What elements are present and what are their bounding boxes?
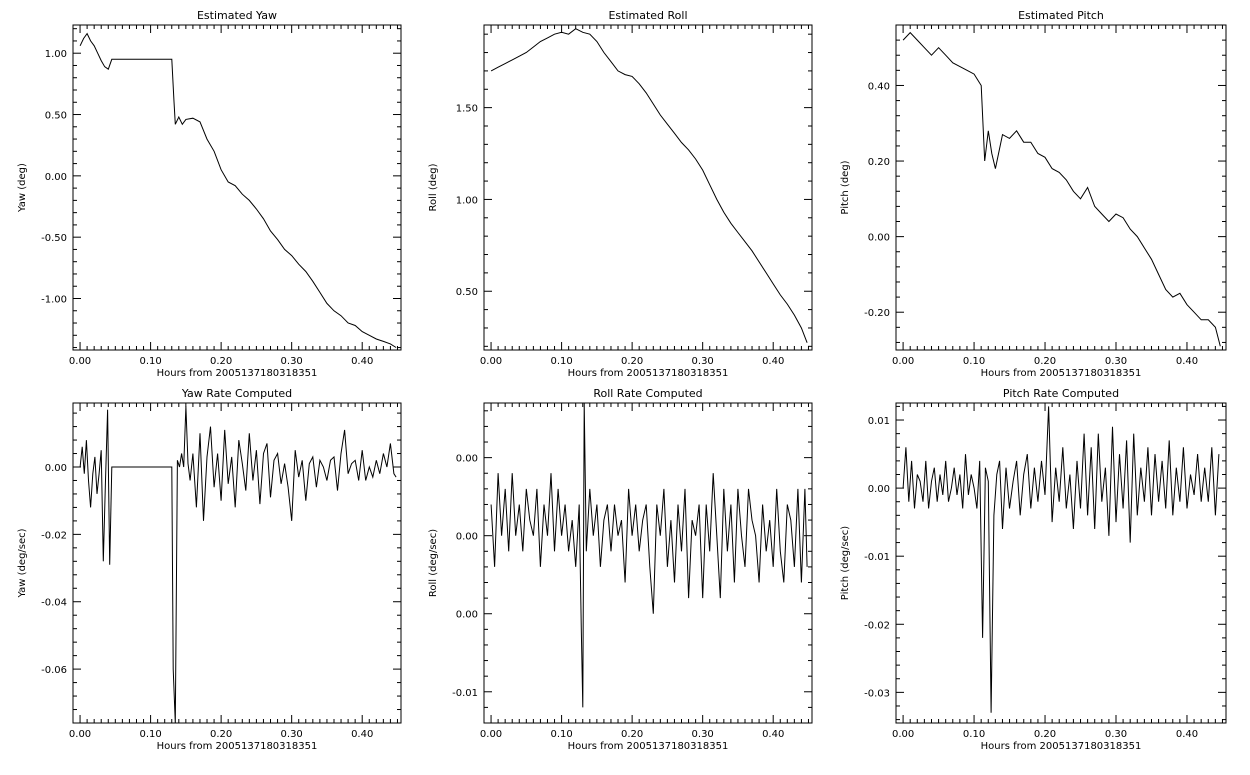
- y-axis-label: Pitch (deg): [840, 160, 851, 214]
- x-tick-label: 0.30: [692, 356, 714, 367]
- y-tick-label: -0.20: [864, 308, 890, 319]
- x-tick-label: 0.20: [210, 356, 232, 367]
- y-tick-label: 0.00: [868, 233, 890, 244]
- x-tick-label: 0.20: [621, 729, 643, 740]
- y-tick-label: -0.03: [864, 688, 890, 699]
- x-axis-label: Hours from 2005137180318351: [981, 741, 1142, 752]
- x-tick-label: 0.20: [1034, 729, 1056, 740]
- chart-title: Roll Rate Computed: [593, 387, 702, 400]
- series-line-1: [79, 406, 397, 724]
- y-tick-label: 0.00: [45, 463, 67, 474]
- chart-panel-1: Estimated Yaw Hours from 2005137180318351…: [17, 9, 402, 379]
- plot-frame: [895, 402, 1227, 724]
- series-line-1: [902, 31, 1221, 347]
- series-line-1: [79, 32, 397, 348]
- series-line-1: [902, 406, 1220, 713]
- x-axis-label: Hours from 2005137180318351: [981, 368, 1142, 379]
- y-tick-label: 0.00: [456, 454, 478, 465]
- x-tick-label: 0.10: [139, 729, 161, 740]
- x-axis-label: Hours from 2005137180318351: [157, 741, 318, 752]
- y-tick-label: 0.00: [868, 484, 890, 495]
- x-tick-label: 0.10: [139, 356, 161, 367]
- chart-panel-2: Estimated Roll Hours from 200513718031835…: [428, 9, 813, 379]
- y-axis-label: Yaw (deg): [17, 163, 28, 213]
- x-axis-label: Hours from 2005137180318351: [568, 368, 729, 379]
- x-tick-label: 0.00: [892, 729, 914, 740]
- x-axis-label: Hours from 2005137180318351: [568, 741, 729, 752]
- series-line-1: [490, 402, 808, 708]
- y-tick-label: 1.00: [456, 195, 478, 206]
- x-tick-label: 0.40: [762, 356, 784, 367]
- series-line-1: [490, 28, 808, 343]
- y-axis-label: Roll (deg): [428, 163, 439, 211]
- x-tick-label: 0.40: [1176, 729, 1198, 740]
- y-tick-label: -0.02: [41, 530, 67, 541]
- x-tick-label: 0.20: [1034, 356, 1056, 367]
- chart-title: Estimated Pitch: [1018, 9, 1104, 22]
- x-tick-label: 0.20: [621, 356, 643, 367]
- y-axis-label: Yaw (deg/sec): [17, 528, 28, 598]
- plot-frame: [72, 24, 402, 351]
- y-tick-label: -0.02: [864, 620, 890, 631]
- x-tick-label: 0.30: [281, 729, 303, 740]
- y-tick-label: -0.06: [41, 665, 67, 676]
- x-axis-label: Hours from 2005137180318351: [157, 368, 318, 379]
- x-tick-label: 0.20: [210, 729, 232, 740]
- y-tick-label: 0.20: [868, 157, 890, 168]
- x-tick-label: 0.00: [69, 729, 91, 740]
- y-axis-label: Pitch (deg/sec): [840, 526, 851, 601]
- x-tick-label: 0.40: [762, 729, 784, 740]
- x-tick-label: 0.00: [892, 356, 914, 367]
- x-tick-label: 0.30: [692, 729, 714, 740]
- y-tick-label: 0.50: [456, 287, 478, 298]
- y-tick-label: 0.40: [868, 81, 890, 92]
- chart-panel-3: Estimated Pitch Hours from 20051371803183…: [840, 9, 1227, 379]
- y-tick-label: 1.00: [45, 49, 67, 60]
- x-tick-label: 0.10: [550, 356, 572, 367]
- chart-title: Pitch Rate Computed: [1003, 387, 1119, 400]
- x-tick-label: 0.30: [1105, 356, 1127, 367]
- y-tick-label: 1.50: [456, 104, 478, 115]
- y-tick-label: -0.50: [41, 233, 67, 244]
- y-tick-label: -0.01: [452, 688, 478, 699]
- x-tick-label: 0.00: [480, 729, 502, 740]
- plot-frame: [72, 402, 402, 724]
- y-tick-label: -0.04: [41, 598, 67, 609]
- y-tick-label: 0.00: [456, 532, 478, 543]
- x-tick-label: 0.40: [351, 729, 373, 740]
- y-axis-label: Roll (deg/sec): [428, 529, 439, 597]
- plot-frame: [483, 24, 813, 351]
- chart-title: Estimated Yaw: [197, 9, 277, 22]
- x-tick-label: 0.40: [351, 356, 373, 367]
- x-tick-label: 0.10: [963, 356, 985, 367]
- chart-panel-6: Pitch Rate Computed Hours from 2005137180…: [840, 387, 1227, 752]
- y-tick-label: -1.00: [41, 294, 67, 305]
- y-tick-label: 0.00: [456, 610, 478, 621]
- x-tick-label: 0.00: [69, 356, 91, 367]
- y-tick-label: -0.01: [864, 552, 890, 563]
- x-tick-label: 0.00: [480, 356, 502, 367]
- chart-panel-5: Roll Rate Computed Hours from 20051371803…: [428, 387, 813, 752]
- x-tick-label: 0.10: [963, 729, 985, 740]
- x-tick-label: 0.30: [281, 356, 303, 367]
- x-tick-label: 0.30: [1105, 729, 1127, 740]
- x-tick-label: 0.10: [550, 729, 572, 740]
- y-tick-label: 0.50: [45, 111, 67, 122]
- y-tick-label: 0.00: [45, 172, 67, 183]
- x-tick-label: 0.40: [1176, 356, 1198, 367]
- plot-frame: [895, 24, 1227, 351]
- plot-frame: [483, 402, 813, 724]
- chart-title: Estimated Roll: [608, 9, 687, 22]
- chart-panel-4: Yaw Rate Computed Hours from 200513718031…: [17, 387, 402, 752]
- y-tick-label: 0.01: [868, 416, 890, 427]
- chart-title: Yaw Rate Computed: [181, 387, 292, 400]
